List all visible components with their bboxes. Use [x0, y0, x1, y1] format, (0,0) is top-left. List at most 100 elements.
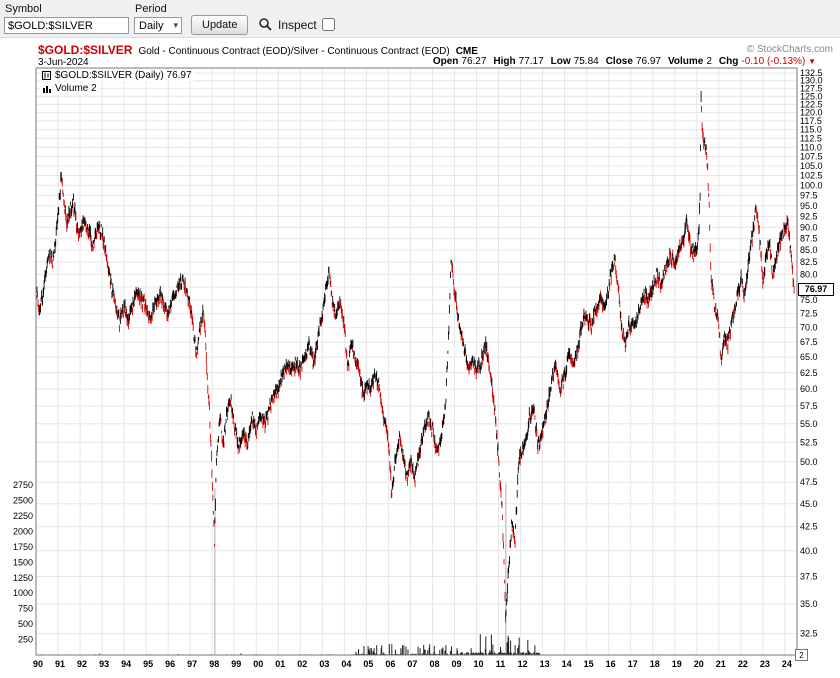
legend-price-text: $GOLD:$SILVER (Daily) 76.97: [55, 70, 192, 81]
svg-text:125.0: 125.0: [800, 91, 823, 101]
svg-text:102.5: 102.5: [800, 170, 823, 180]
exchange-label: CME: [455, 46, 478, 57]
svg-text:62.5: 62.5: [800, 368, 818, 378]
svg-text:17: 17: [628, 659, 638, 669]
last-price-tag: 76.97: [798, 282, 834, 296]
chg-value: -0.10 (-0.13%): [741, 56, 806, 67]
svg-text:03: 03: [319, 659, 329, 669]
inspect-group: Inspect: [258, 17, 335, 32]
svg-text:1500: 1500: [13, 557, 33, 567]
svg-text:75.0: 75.0: [800, 295, 818, 305]
period-label: Period: [135, 3, 167, 15]
svg-text:11: 11: [496, 659, 506, 669]
svg-text:2250: 2250: [13, 511, 33, 521]
svg-text:16: 16: [606, 659, 616, 669]
svg-text:42.5: 42.5: [800, 522, 818, 532]
svg-text:93: 93: [99, 659, 109, 669]
chg-label: Chg: [718, 56, 739, 67]
svg-text:750: 750: [18, 604, 33, 614]
svg-text:65.0: 65.0: [800, 352, 818, 362]
update-button[interactable]: Update: [191, 15, 249, 35]
svg-text:02: 02: [297, 659, 307, 669]
svg-text:19: 19: [672, 659, 682, 669]
close-label: Close: [605, 56, 633, 67]
plot-border: [35, 67, 798, 656]
svg-text:95: 95: [143, 659, 153, 669]
svg-text:24: 24: [782, 659, 792, 669]
svg-text:47.5: 47.5: [800, 477, 818, 487]
svg-text:57.5: 57.5: [800, 401, 818, 411]
volume-label: Volume: [667, 56, 704, 67]
svg-text:107.5: 107.5: [800, 151, 823, 161]
svg-text:01: 01: [275, 659, 285, 669]
svg-text:13: 13: [540, 659, 550, 669]
svg-text:115.0: 115.0: [800, 125, 822, 135]
close-value: 76.97: [635, 56, 661, 67]
svg-text:10: 10: [474, 659, 484, 669]
chart-title-row: $GOLD:$SILVER Gold - Continuous Contract…: [38, 43, 478, 57]
svg-text:2750: 2750: [13, 480, 33, 490]
svg-text:92: 92: [77, 659, 87, 669]
svg-text:14: 14: [562, 659, 572, 669]
chart-symbol: $GOLD:$SILVER: [38, 43, 133, 57]
chart-legend-volume: Volume 2: [40, 83, 99, 94]
svg-text:87.5: 87.5: [800, 234, 818, 244]
open-label: Open: [432, 56, 459, 67]
svg-text:250: 250: [18, 635, 33, 645]
toolbar: Symbol Period Daily ▾ Update Inspect: [0, 0, 840, 38]
low-label: Low: [550, 56, 571, 67]
svg-text:18: 18: [650, 659, 660, 669]
symbol-label: Symbol: [5, 3, 42, 15]
svg-text:97: 97: [187, 659, 197, 669]
histogram-icon: [42, 84, 51, 93]
svg-text:120.0: 120.0: [800, 108, 823, 118]
magnifier-icon: [258, 17, 273, 32]
svg-text:80.0: 80.0: [800, 269, 818, 279]
svg-text:20: 20: [694, 659, 704, 669]
inspect-label: Inspect: [278, 17, 317, 32]
volume-value: 2: [706, 56, 712, 67]
svg-text:1250: 1250: [13, 573, 33, 583]
svg-text:12: 12: [518, 659, 528, 669]
svg-text:112.5: 112.5: [800, 133, 822, 143]
period-select[interactable]: Daily ▾: [134, 17, 182, 34]
svg-text:100.0: 100.0: [800, 180, 823, 190]
svg-text:67.5: 67.5: [800, 337, 818, 347]
svg-text:60.0: 60.0: [800, 384, 818, 394]
svg-text:21: 21: [716, 659, 726, 669]
svg-text:110.0: 110.0: [800, 142, 822, 152]
inspect-checkbox[interactable]: [321, 18, 335, 31]
price-bars-up: [35, 90, 792, 617]
svg-text:52.5: 52.5: [800, 437, 818, 447]
svg-text:1750: 1750: [13, 542, 33, 552]
price-bars-down: [36, 105, 795, 623]
svg-text:06: 06: [385, 659, 395, 669]
svg-text:70.0: 70.0: [800, 323, 818, 333]
svg-text:85.0: 85.0: [800, 245, 818, 255]
svg-text:130.0: 130.0: [800, 76, 823, 86]
svg-text:32.5: 32.5: [800, 629, 818, 639]
chart-description: Gold - Continuous Contract (EOD)/Silver …: [138, 46, 450, 57]
svg-text:132.5: 132.5: [800, 68, 823, 78]
svg-text:117.5: 117.5: [800, 116, 822, 126]
symbol-input[interactable]: [4, 17, 129, 34]
svg-text:82.5: 82.5: [800, 257, 818, 267]
svg-text:50.0: 50.0: [800, 457, 818, 467]
svg-text:122.5: 122.5: [800, 99, 823, 109]
svg-text:22: 22: [738, 659, 748, 669]
high-label: High: [493, 56, 516, 67]
svg-text:1000: 1000: [13, 588, 33, 598]
svg-text:15: 15: [584, 659, 594, 669]
chart-date: 3-Jun-2024: [38, 57, 89, 68]
svg-text:94: 94: [121, 659, 131, 669]
svg-text:55.0: 55.0: [800, 419, 818, 429]
svg-text:90.0: 90.0: [800, 222, 818, 232]
svg-text:98: 98: [209, 659, 219, 669]
chart-legend-price: $GOLD:$SILVER (Daily) 76.97: [40, 70, 194, 81]
svg-text:72.5: 72.5: [800, 309, 818, 319]
svg-text:35.0: 35.0: [800, 599, 818, 609]
svg-text:127.5: 127.5: [800, 83, 823, 93]
svg-text:105.0: 105.0: [800, 161, 823, 171]
